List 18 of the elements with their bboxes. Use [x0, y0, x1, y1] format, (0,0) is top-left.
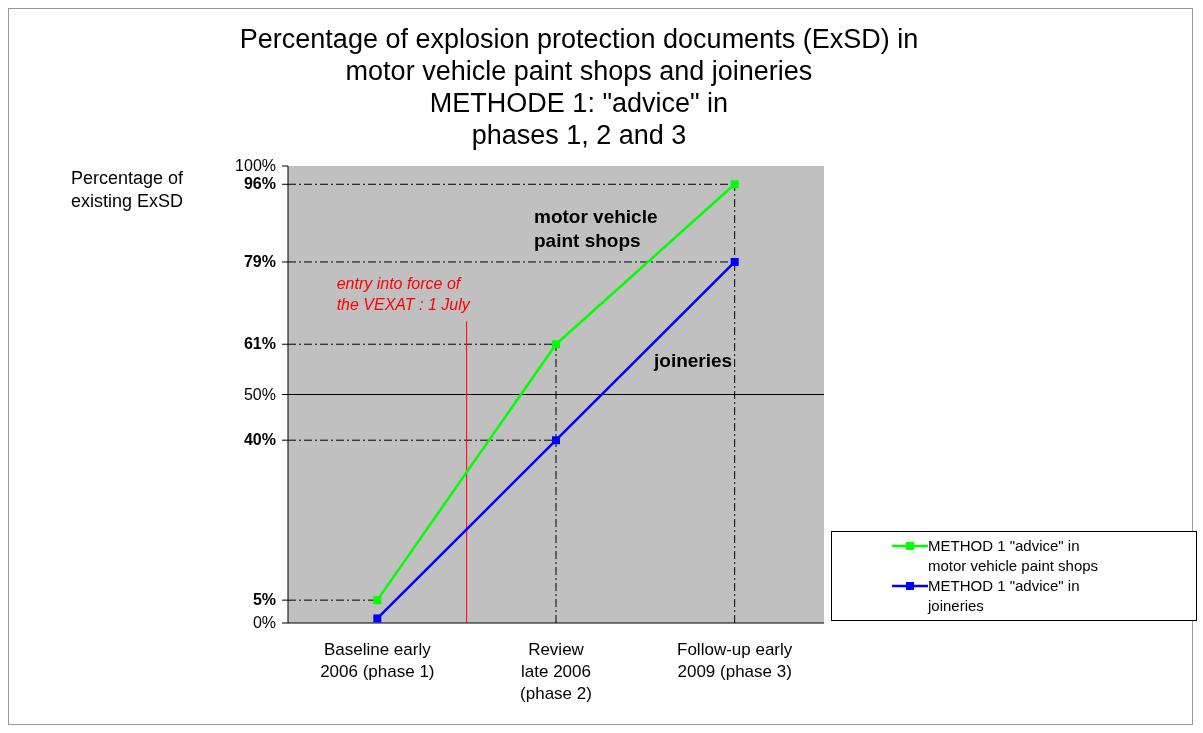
annotation: motor vehicle paint shops	[534, 205, 658, 253]
annotation: joineries	[654, 349, 733, 373]
legend-label: METHOD 1 "advice" in motor vehicle paint shops	[928, 536, 1099, 576]
y-tick-label: 100%	[235, 157, 276, 174]
legend-label: METHOD 1 "advice" in joineries	[928, 576, 1080, 616]
y-tick-label: 5%	[252, 591, 276, 609]
x-tick-label: Baseline early 2006 (phase 1)	[320, 640, 435, 681]
x-tick-label: Review late 2006 (phase 2)	[520, 640, 592, 703]
y-axis-title: Percentage of existing ExSD	[71, 167, 184, 213]
annotation: entry into force of the VEXAT : 1 July	[336, 275, 471, 314]
y-tick-label: 61%	[243, 335, 276, 353]
y-tick-label: 79%	[243, 252, 276, 270]
y-tick-label: 0%	[252, 614, 276, 631]
chart-title: Percentage of explosion protection documents (ExSD) in motor vehicle paint shops and joineries METHODE 1: "advice" in phases 1, 2 and 3	[238, 23, 920, 151]
x-tick-label: Follow-up early 2009 (phase 3)	[677, 640, 793, 681]
y-tick-label: 96%	[243, 175, 276, 193]
y-tick-label: 50%	[243, 385, 276, 403]
y-tick-label: 40%	[243, 431, 276, 449]
